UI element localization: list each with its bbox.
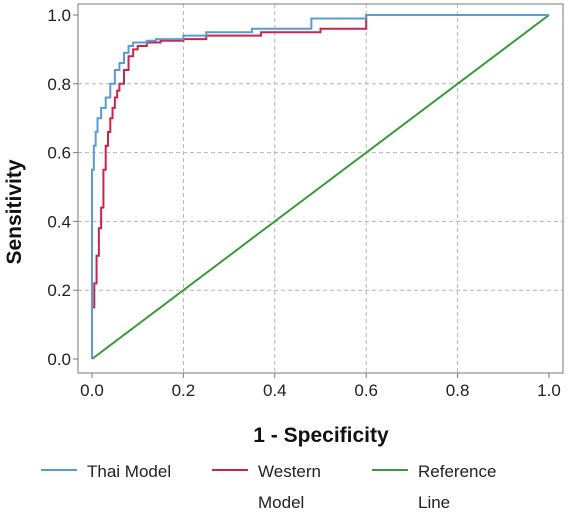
x-tick-label: 0.2 xyxy=(172,381,196,400)
tick-labels: 0.0 0.2 0.4 0.6 0.8 1.0 0.0 0.2 0.4 0.6 0.8 1.0 xyxy=(47,6,560,400)
series-line-thai xyxy=(91,14,549,359)
y-tick-label: 0.8 xyxy=(47,75,71,94)
legend-label-western: Western Model xyxy=(258,462,321,512)
y-tick-label: 0.6 xyxy=(47,144,71,163)
grid-lines xyxy=(78,4,563,373)
y-tick-label: 1.0 xyxy=(47,6,71,25)
y-tick-label: 0.4 xyxy=(47,212,71,231)
legend-swatch-thai xyxy=(41,469,77,471)
plot-frame xyxy=(77,3,564,374)
x-tick-label: 0.6 xyxy=(354,381,378,400)
y-tick-label: 0.0 xyxy=(47,350,71,369)
series-layer xyxy=(91,14,550,360)
roc-chart: 0.0 0.2 0.4 0.6 0.8 1.0 0.0 0.2 0.4 0.6 0.8 1.0 1 -… xyxy=(3,3,564,447)
y-tick-label: 0.2 xyxy=(47,281,71,300)
series-line-western xyxy=(91,14,549,359)
x-tick-label: 0.8 xyxy=(446,381,470,400)
axes xyxy=(73,3,564,378)
legend-swatch-reference xyxy=(372,469,408,471)
legend-swatch-western xyxy=(212,469,248,471)
x-tick-label: 0.0 xyxy=(80,381,104,400)
legend-label-reference: Reference Line xyxy=(418,462,497,512)
legend-label-thai: Thai Model xyxy=(87,462,172,481)
legend: Thai Model Western Model Reference Line xyxy=(0,456,570,515)
y-axis-title: Sensitivity xyxy=(3,159,26,264)
x-tick-label: 0.4 xyxy=(263,381,287,400)
x-axis-title: 1 - Specificity xyxy=(253,424,389,447)
series-line-reference xyxy=(91,14,550,360)
x-tick-label: 1.0 xyxy=(537,381,561,400)
